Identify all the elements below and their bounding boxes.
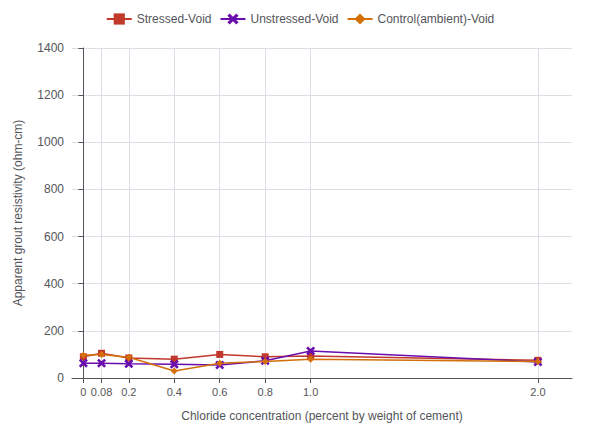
svg-text:Control(ambient)-Void: Control(ambient)-Void: [378, 12, 495, 26]
svg-text:1400: 1400: [37, 41, 64, 55]
svg-text:0.6: 0.6: [212, 386, 227, 398]
svg-text:0.2: 0.2: [121, 386, 136, 398]
svg-text:400: 400: [44, 277, 64, 291]
svg-text:Unstressed-Void: Unstressed-Void: [250, 12, 338, 26]
svg-text:1.0: 1.0: [303, 386, 318, 398]
svg-text:0.8: 0.8: [258, 386, 273, 398]
svg-text:0: 0: [80, 386, 86, 398]
svg-text:Apparent grout resistivity (oh: Apparent grout resistivity (ohm-cm): [11, 120, 25, 307]
svg-text:1000: 1000: [37, 135, 64, 149]
svg-text:Stressed-Void: Stressed-Void: [137, 12, 212, 26]
svg-text:800: 800: [44, 182, 64, 196]
svg-text:600: 600: [44, 230, 64, 244]
svg-text:Chloride concentration (percen: Chloride concentration (percent by weigh…: [181, 409, 462, 423]
svg-text:0: 0: [57, 371, 64, 385]
svg-text:2.0: 2.0: [530, 386, 545, 398]
svg-text:0.4: 0.4: [167, 386, 182, 398]
svg-text:200: 200: [44, 324, 64, 338]
svg-text:0.08: 0.08: [91, 386, 112, 398]
svg-text:1200: 1200: [37, 88, 64, 102]
